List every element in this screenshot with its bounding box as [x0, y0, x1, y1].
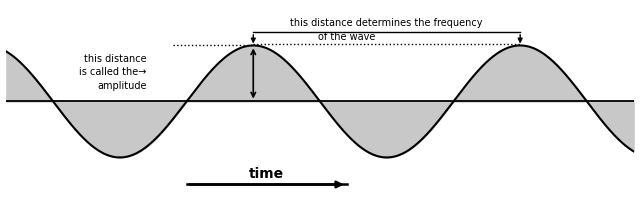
Text: time: time — [249, 167, 284, 181]
Text: this distance
is called the→
amplitude: this distance is called the→ amplitude — [79, 54, 147, 91]
Text: this distance determines the frequency: this distance determines the frequency — [291, 18, 483, 28]
Text: of the wave: of the wave — [318, 32, 376, 42]
